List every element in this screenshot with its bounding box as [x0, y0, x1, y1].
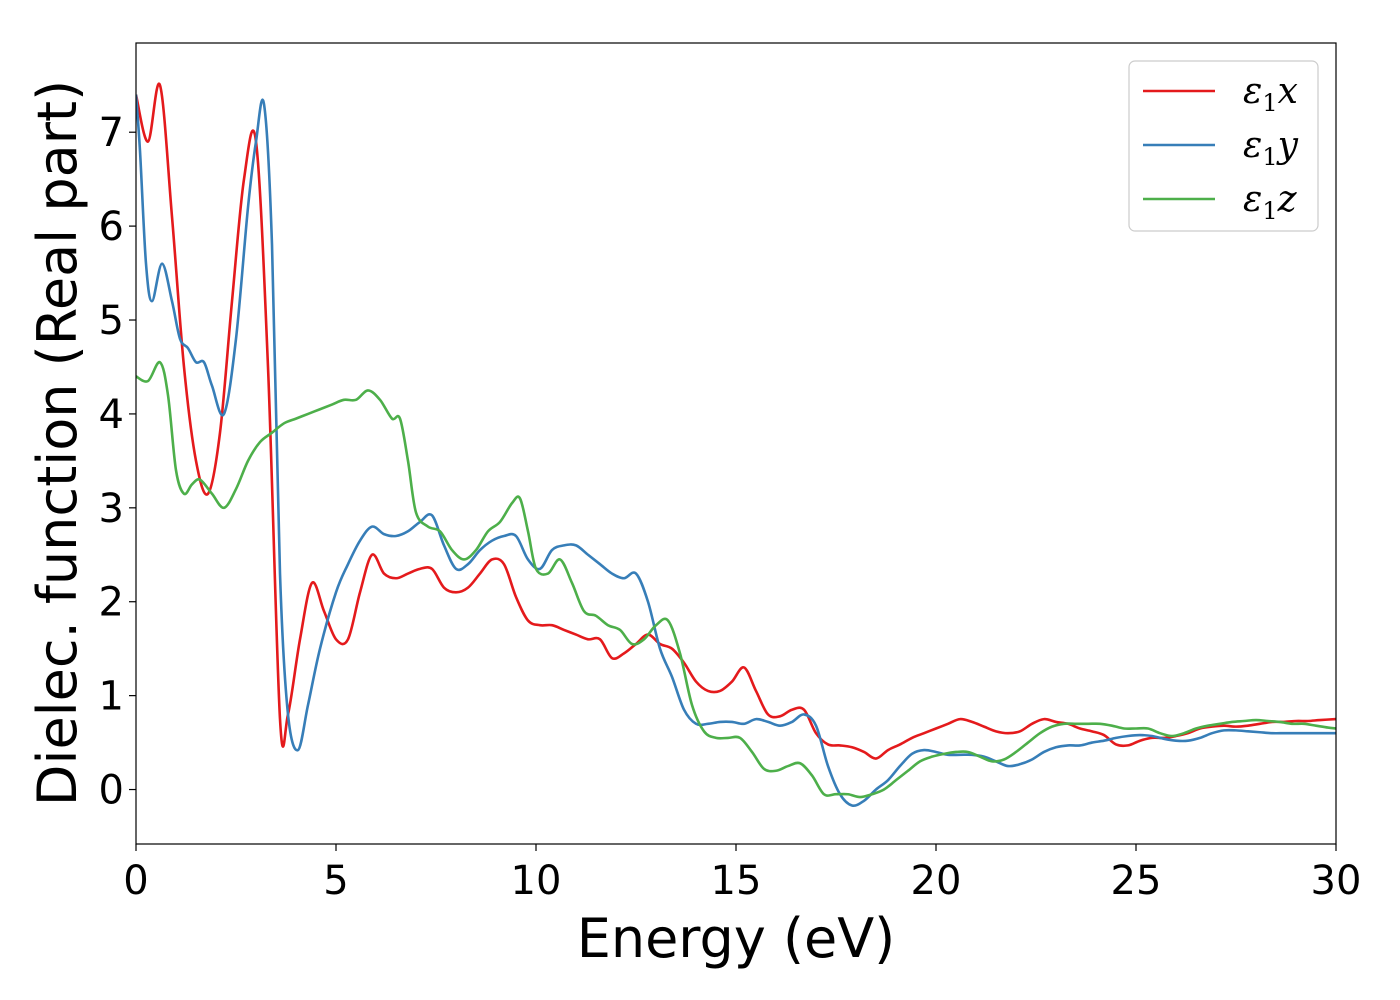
y-axis-label: Dielec. function (Real part) — [26, 80, 89, 806]
y-tick-label: 3 — [99, 486, 124, 532]
x-tick-label: 10 — [511, 858, 562, 904]
y-tick-label: 0 — [99, 768, 124, 814]
y-tick-label: 5 — [99, 298, 124, 344]
x-axis-label: Energy (eV) — [577, 907, 896, 970]
x-tick-label: 15 — [711, 858, 762, 904]
x-tick-label: 5 — [323, 858, 348, 904]
y-axis: 0 1 2 3 4 5 6 7 — [99, 110, 136, 813]
x-tick-label: 25 — [1111, 858, 1162, 904]
x-axis: 0 5 10 15 20 25 30 — [123, 844, 1361, 904]
y-tick-label: 2 — [99, 580, 124, 626]
x-tick-label: 20 — [911, 858, 962, 904]
y-tick-label: 4 — [99, 392, 124, 438]
y-tick-label: 6 — [99, 204, 124, 250]
y-tick-label: 7 — [99, 110, 124, 156]
y-tick-label: 1 — [99, 674, 124, 720]
x-tick-label: 0 — [123, 858, 148, 904]
x-tick-label: 30 — [1311, 858, 1362, 904]
